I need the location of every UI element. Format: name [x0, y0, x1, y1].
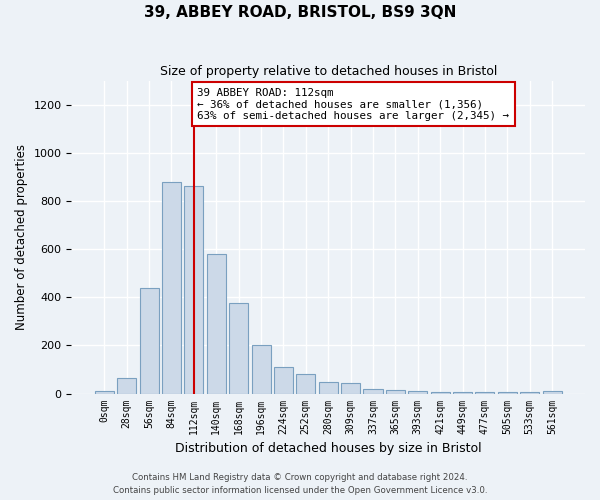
- Bar: [184, 186, 203, 394]
- Bar: [542, 391, 562, 394]
- Y-axis label: Number of detached properties: Number of detached properties: [15, 144, 28, 330]
- Bar: [117, 378, 136, 394]
- Text: 39, ABBEY ROAD, BRISTOL, BS9 3QN: 39, ABBEY ROAD, BRISTOL, BS9 3QN: [144, 5, 456, 20]
- Bar: [341, 382, 360, 394]
- Bar: [453, 392, 472, 394]
- Bar: [274, 367, 293, 394]
- Bar: [140, 288, 158, 394]
- Title: Size of property relative to detached houses in Bristol: Size of property relative to detached ho…: [160, 65, 497, 78]
- Bar: [296, 374, 316, 394]
- Bar: [251, 346, 271, 394]
- Bar: [431, 392, 449, 394]
- Bar: [207, 254, 226, 394]
- Bar: [162, 182, 181, 394]
- Bar: [229, 304, 248, 394]
- Bar: [95, 391, 114, 394]
- Bar: [386, 390, 405, 394]
- Bar: [408, 390, 427, 394]
- Bar: [498, 392, 517, 394]
- Bar: [475, 392, 494, 394]
- Text: 39 ABBEY ROAD: 112sqm
← 36% of detached houses are smaller (1,356)
63% of semi-d: 39 ABBEY ROAD: 112sqm ← 36% of detached …: [197, 88, 509, 121]
- Bar: [319, 382, 338, 394]
- X-axis label: Distribution of detached houses by size in Bristol: Distribution of detached houses by size …: [175, 442, 482, 455]
- Bar: [520, 392, 539, 394]
- Text: Contains HM Land Registry data © Crown copyright and database right 2024.
Contai: Contains HM Land Registry data © Crown c…: [113, 474, 487, 495]
- Bar: [364, 388, 383, 394]
